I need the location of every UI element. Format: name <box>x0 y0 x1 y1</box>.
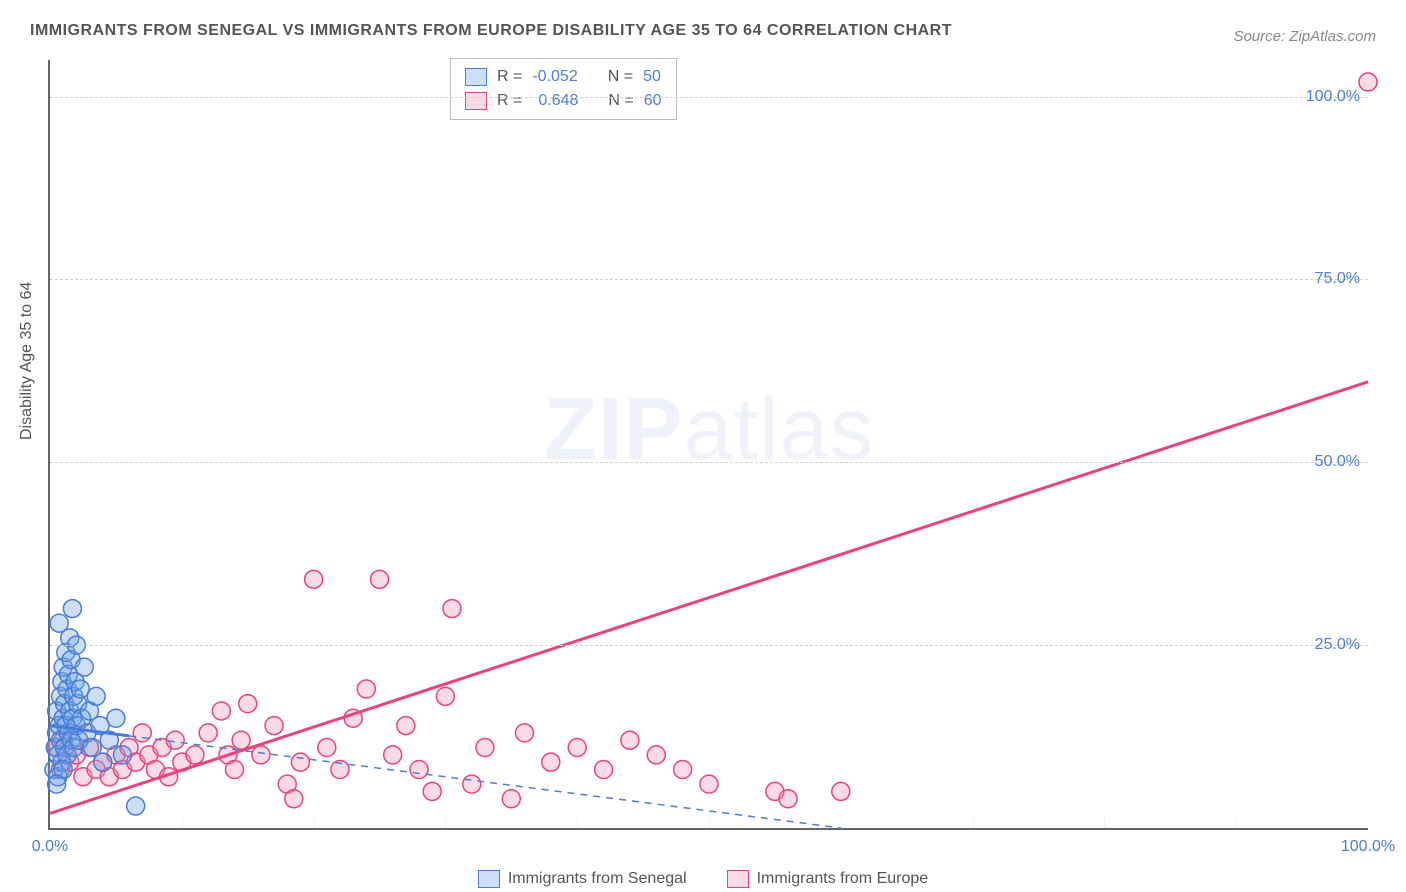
y-tick-label: 75.0% <box>1315 270 1360 288</box>
y-axis-label: Disability Age 35 to 64 <box>18 282 36 440</box>
swatch-europe <box>465 92 487 110</box>
senegal-r-value: -0.052 <box>532 68 577 85</box>
chart-plot-area: ZIPatlas R = -0.052 N = 50 R = 0.648 N =… <box>48 60 1368 830</box>
x-tick-label: 100.0% <box>1341 838 1395 856</box>
y-tick-label: 100.0% <box>1306 88 1360 106</box>
n-label: N = <box>608 65 633 89</box>
y-tick-label: 50.0% <box>1315 453 1360 471</box>
watermark: ZIPatlas <box>544 378 875 480</box>
legend-item-europe: Immigrants from Europe <box>727 870 929 888</box>
swatch-senegal <box>465 68 487 86</box>
r-label: R = <box>497 65 522 89</box>
chart-svg <box>50 60 1368 828</box>
r-label: R = <box>497 89 522 113</box>
source-label: Source: ZipAtlas.com <box>1233 28 1376 45</box>
swatch-europe <box>727 870 749 888</box>
legend-label-senegal: Immigrants from Senegal <box>508 870 687 888</box>
legend-label-europe: Immigrants from Europe <box>757 870 929 888</box>
chart-title: IMMIGRANTS FROM SENEGAL VS IMMIGRANTS FR… <box>30 22 952 40</box>
europe-n-value: 60 <box>644 92 662 109</box>
stats-legend: R = -0.052 N = 50 R = 0.648 N = 60 <box>450 58 677 120</box>
series-legend: Immigrants from Senegal Immigrants from … <box>0 870 1406 888</box>
swatch-senegal <box>478 870 500 888</box>
n-label: N = <box>608 89 633 113</box>
x-tick-label: 0.0% <box>32 838 68 856</box>
stats-row-senegal: R = -0.052 N = 50 <box>465 65 662 89</box>
senegal-n-value: 50 <box>643 68 661 85</box>
legend-item-senegal: Immigrants from Senegal <box>478 870 687 888</box>
europe-r-value: 0.648 <box>538 92 578 109</box>
stats-row-europe: R = 0.648 N = 60 <box>465 89 662 113</box>
y-tick-label: 25.0% <box>1315 636 1360 654</box>
